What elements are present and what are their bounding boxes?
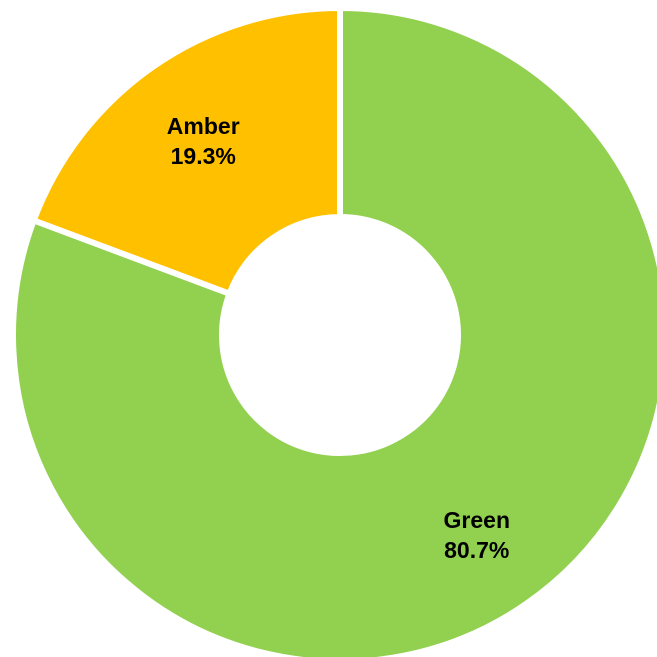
labels-group: Green 80.7% Amber 19.3%: [167, 113, 510, 563]
slice-label-green-category: Green: [444, 507, 510, 533]
slice-label-amber-category: Amber: [167, 113, 240, 139]
slice-amber: [29, 4, 343, 298]
slices-group: [10, 4, 657, 657]
slice-label-green-value: 80.7%: [444, 537, 509, 563]
slice-green: [10, 4, 657, 657]
slice-label-amber-value: 19.3%: [171, 143, 236, 169]
